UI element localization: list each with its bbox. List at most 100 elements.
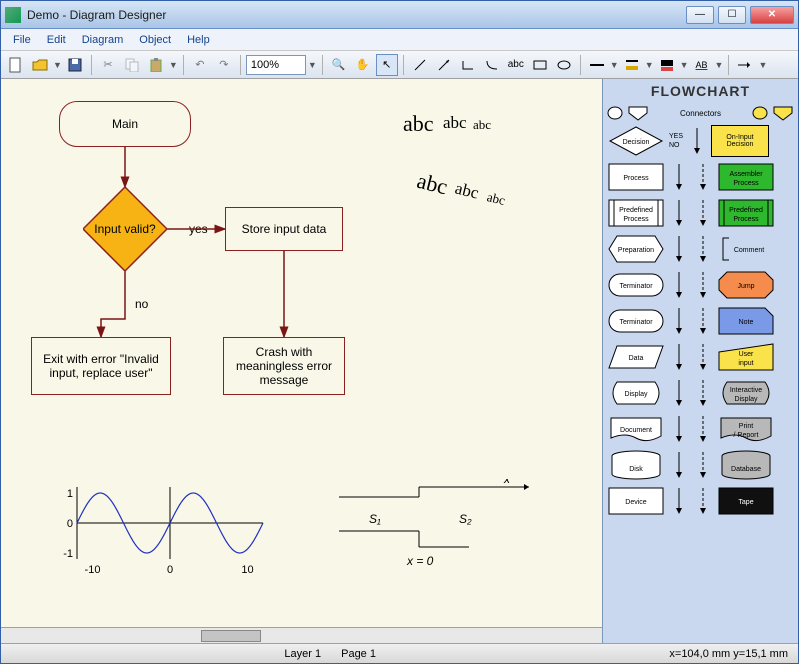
palette-shape[interactable]: Comment [717,233,775,265]
svg-text:S₁: S₁ [369,512,381,526]
content: yesnoMainInput valid?Store input dataExi… [1,79,798,643]
svg-text:Tape: Tape [738,499,753,506]
maximize-button[interactable]: ☐ [718,6,746,24]
sample-text[interactable]: abc [403,111,434,137]
palette-shape[interactable]: AssemblerProcess [717,161,775,193]
palette-shape[interactable]: Document [607,413,665,445]
new-icon[interactable] [5,54,27,76]
pointer-icon[interactable]: ↖ [376,54,398,76]
horizontal-scrollbar[interactable] [1,627,602,643]
palette-shape[interactable]: Terminator [607,305,665,337]
status-coords: x=104,0 mm y=15,1 mm [659,648,798,660]
svg-text:User: User [739,351,754,358]
app-icon [5,7,21,23]
menu-object[interactable]: Object [131,32,179,48]
palette-shape[interactable]: Terminator [607,269,665,301]
palette-row: PredefinedProcess PredefinedProcess [607,197,794,229]
svg-text:-1: -1 [63,548,73,560]
line-icon[interactable] [409,54,431,76]
palette-arrow-icon [669,378,689,408]
titlebar: Demo - Diagram Designer — ☐ ✕ [1,1,798,29]
palette-shape[interactable]: Userinput [717,341,775,373]
rect-icon[interactable] [529,54,551,76]
svg-text:Process: Process [733,180,759,187]
svg-text:/ Report: / Report [734,432,759,439]
copy-icon[interactable] [121,54,143,76]
ellipse-icon[interactable] [553,54,575,76]
node-valid[interactable]: Input valid? [83,187,167,271]
canvas[interactable]: yesnoMainInput valid?Store input dataExi… [1,79,602,627]
svg-text:x = 0: x = 0 [406,554,434,568]
palette-shape[interactable]: Database [717,449,775,481]
undo-icon[interactable]: ↶ [189,54,211,76]
palette-arrow-icon [669,414,689,444]
statusbar: Layer 1 Page 1 x=104,0 mm y=15,1 mm [1,643,798,663]
palette-shape[interactable]: Preparation [607,233,665,265]
svg-text:-10: -10 [85,564,101,576]
connector1-icon[interactable] [457,54,479,76]
svg-text:0: 0 [67,518,73,530]
palette-shape[interactable]: Display [607,377,665,409]
zoom-input[interactable] [246,55,306,75]
svg-text:Data: Data [629,355,644,362]
hand-icon[interactable]: ✋ [352,54,374,76]
fillcolor-icon[interactable] [656,54,678,76]
palette-shape[interactable]: Print/ Report [717,413,775,445]
textcolor-icon[interactable]: AB [691,54,713,76]
palette-shape[interactable]: Device [607,485,665,517]
svg-text:Process: Process [733,216,759,223]
palette-row: Process AssemblerProcess [607,161,794,193]
node-main[interactable]: Main [59,101,191,147]
open-icon[interactable] [29,54,51,76]
arrowstyle-icon[interactable] [734,54,756,76]
menu-help[interactable]: Help [179,32,218,48]
palette-shape[interactable]: Jump [717,269,775,301]
menu-diagram[interactable]: Diagram [74,32,132,48]
zoomtool-icon[interactable]: 🔍 [328,54,350,76]
palette-shape[interactable]: Data [607,341,665,373]
palette-shape[interactable]: Process [607,161,665,193]
lineweight-icon[interactable] [586,54,608,76]
palette-shape[interactable]: Disk [607,449,665,481]
close-button[interactable]: ✕ [750,6,794,24]
svg-text:Process: Process [623,216,649,223]
palette-arrow-icon [669,306,689,336]
node-store[interactable]: Store input data [225,207,343,251]
menu-edit[interactable]: Edit [39,32,74,48]
status-layer: Layer 1 [274,648,331,660]
palette-shape[interactable]: Tape [717,485,775,517]
palette-arrow-icon [669,198,689,228]
save-icon[interactable] [64,54,86,76]
arrow-icon[interactable] [433,54,455,76]
node-crash[interactable]: Crash with meaningless error message [223,337,345,395]
sample-text[interactable]: abc [443,113,467,133]
sample-text[interactable]: abc [473,117,491,133]
svg-text:10: 10 [241,564,253,576]
palette-shape[interactable]: InteractiveDisplay [717,377,775,409]
svg-text:x: x [503,479,511,486]
minimize-button[interactable]: — [686,6,714,24]
node-exit[interactable]: Exit with error "Invalid input, replace … [31,337,171,395]
sine-plot[interactable]: -101-10010 [59,479,273,579]
toolbar: ▼ ✂ ▼ ↶ ↷ ▼ 🔍 ✋ ↖ abc ▼ ▼ ▼ AB ▼ ▼ [1,51,798,79]
redo-icon[interactable]: ↷ [213,54,235,76]
connector2-icon[interactable] [481,54,503,76]
linecolor-icon[interactable] [621,54,643,76]
menu-file[interactable]: File [5,32,39,48]
paste-icon[interactable] [145,54,167,76]
palette-arrow-icon [693,198,713,228]
palette-shape[interactable]: Note [717,305,775,337]
palette-shape[interactable]: PredefinedProcess [717,197,775,229]
svg-text:Preparation: Preparation [618,247,654,254]
step-plot[interactable]: x S₁ S₂ x = 0 [329,479,539,579]
palette-row: Document Print/ Report [607,413,794,445]
palette-arrow-icon [669,342,689,372]
svg-text:Predefined: Predefined [619,207,653,214]
palette-shape[interactable]: Predefined Process [607,197,665,229]
menubar: File Edit Diagram Object Help [1,29,798,51]
text-icon[interactable]: abc [505,54,527,76]
svg-text:Database: Database [731,466,761,473]
palette-row: Data Userinput [607,341,794,373]
cut-icon[interactable]: ✂ [97,54,119,76]
palette-title: FLOWCHART [603,79,798,103]
